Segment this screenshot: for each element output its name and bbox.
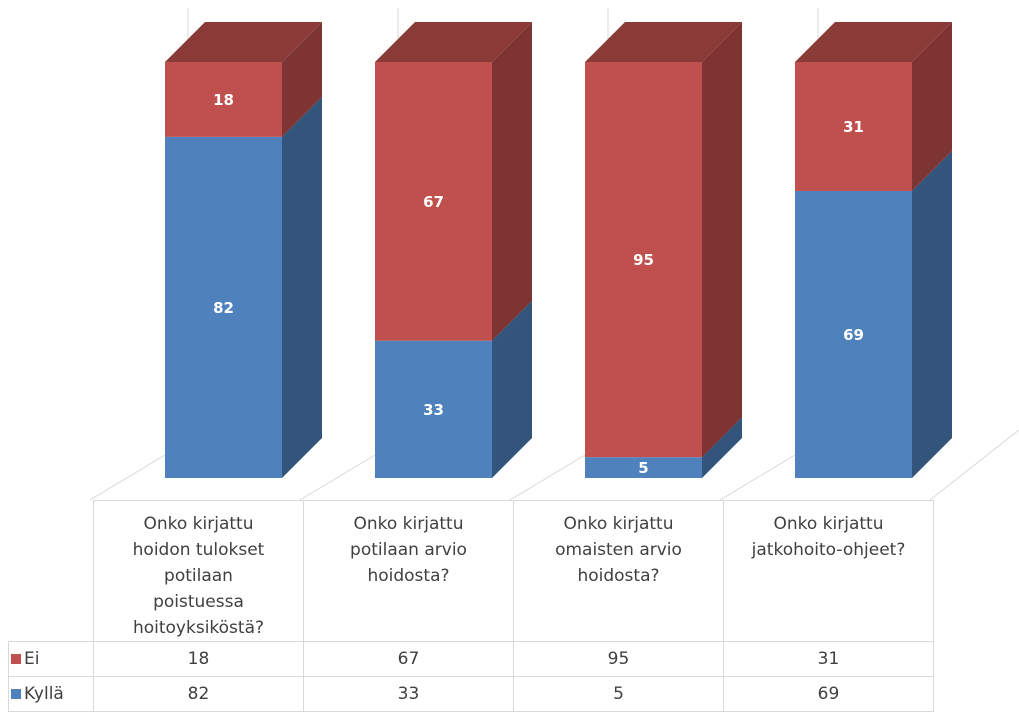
table-value: 5	[513, 676, 724, 712]
category-cell: Onko kirjattu jatkohoito-ohjeet?	[723, 500, 934, 642]
bar	[165, 62, 282, 137]
bar-side	[492, 22, 532, 341]
data-label: 67	[423, 193, 444, 211]
bar	[585, 457, 702, 478]
category-label: Onko kirjattu jatkohoito-ohjeet?	[751, 514, 906, 560]
data-label: 69	[843, 326, 864, 344]
chart-frame	[89, 8, 1019, 500]
bar-side	[492, 300, 532, 478]
bar-side	[912, 22, 952, 191]
table-row: Kyllä 82 33 5 69	[8, 676, 934, 712]
data-label: 18	[213, 91, 234, 109]
bar	[585, 62, 702, 458]
table-value: 69	[723, 676, 934, 712]
table-value: 67	[303, 641, 514, 677]
data-label: 95	[633, 251, 654, 269]
bar	[375, 340, 492, 478]
category-label: Onko kirjattu omaisten arvio hoidosta?	[555, 514, 682, 586]
data-label: 82	[213, 299, 234, 317]
table-row: Ei 18 67 95 31	[8, 641, 934, 677]
legend-cell: Ei	[8, 641, 94, 677]
bar-side	[702, 22, 742, 458]
bar-side	[702, 417, 742, 478]
bar-side	[282, 22, 322, 137]
bar-top	[795, 22, 952, 62]
legend-label: Kyllä	[24, 684, 64, 704]
bar-top	[375, 22, 532, 62]
table-value: 18	[93, 641, 304, 677]
bar-top	[585, 22, 742, 62]
legend-label: Ei	[24, 649, 40, 669]
page: 82 18 33 67 5 95 69 31 Onko kirjattu hoidon tul…	[8, 8, 1019, 712]
category-label: Onko kirjattu hoidon tulokset potilaan p…	[132, 514, 265, 638]
chart: 82 18 33 67 5 95 69 31	[89, 8, 1019, 500]
legend-swatch	[11, 689, 21, 699]
bar	[795, 62, 912, 191]
data-table: Onko kirjattu hoidon tulokset potilaan p…	[8, 500, 934, 712]
table-value: 95	[513, 641, 724, 677]
bar	[375, 62, 492, 341]
data-label: 5	[638, 459, 648, 477]
data-label: 33	[423, 401, 444, 419]
category-label: Onko kirjattu potilaan arvio hoidosta?	[350, 514, 467, 586]
bar	[795, 190, 912, 478]
table-value: 82	[93, 676, 304, 712]
table-value: 33	[303, 676, 514, 712]
legend-swatch	[11, 654, 21, 664]
bar-top	[165, 22, 322, 62]
bar	[165, 136, 282, 478]
table-value: 31	[723, 641, 934, 677]
legend-cell: Kyllä	[8, 676, 94, 712]
category-cell: Onko kirjattu omaisten arvio hoidosta?	[513, 500, 724, 642]
category-cell: Onko kirjattu hoidon tulokset potilaan p…	[93, 500, 304, 642]
bar-side	[282, 96, 322, 478]
category-cell: Onko kirjattu potilaan arvio hoidosta?	[303, 500, 514, 642]
bar-side	[912, 150, 952, 478]
data-label: 31	[843, 118, 864, 136]
